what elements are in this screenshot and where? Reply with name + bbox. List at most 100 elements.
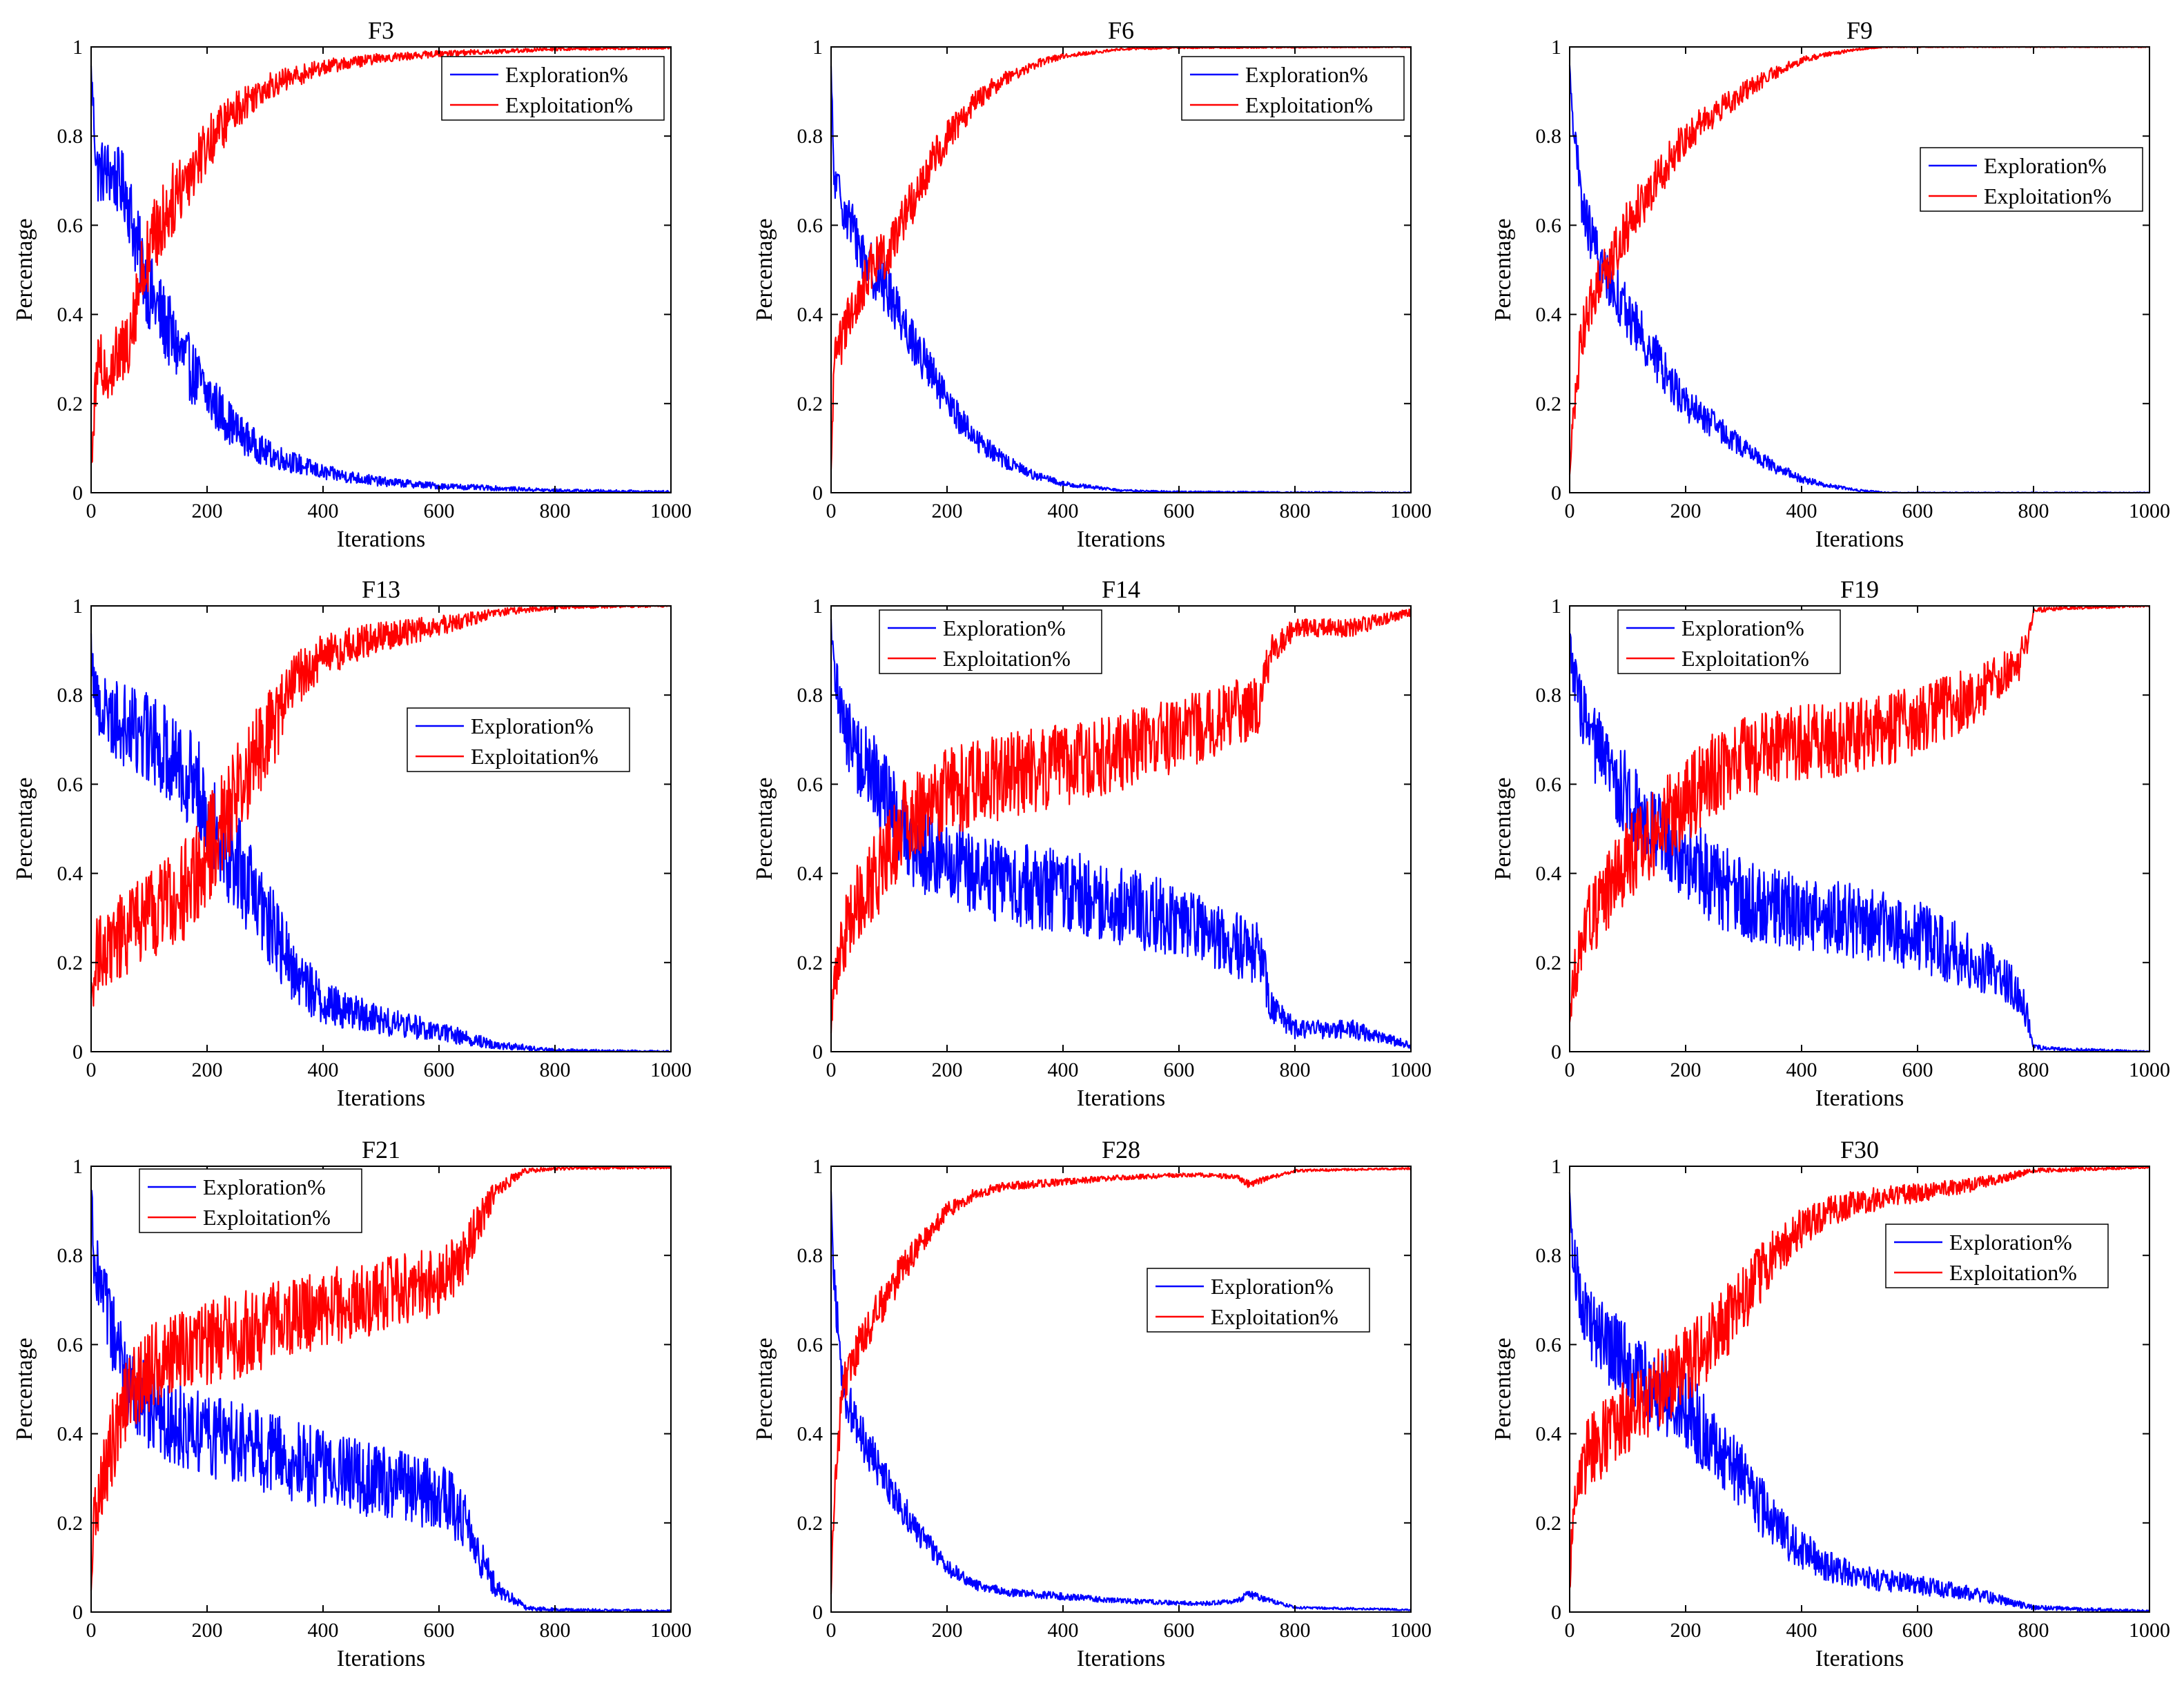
- y-tick-label: 0.6: [797, 214, 823, 237]
- y-tick-label: 1: [1551, 1155, 1561, 1178]
- series-line-exploration: [830, 66, 1412, 494]
- x-tick-label: 0: [1565, 500, 1575, 522]
- series-line-exploration: [830, 1191, 1412, 1611]
- x-tick-label: 400: [1048, 1619, 1079, 1642]
- subplot-f9: 0 200 400 600 800 1000 0 0.2 0.4 0.6 0.8 1 F9 Iterati…: [1490, 17, 2170, 552]
- subplot-f21: 0 200 400 600 800 1000 0 0.2 0.4 0.6 0.8 1 F21 Iterat…: [12, 1136, 692, 1671]
- x-tick-label: 200: [1670, 1059, 1702, 1081]
- legend-label-exploration: Exploration%: [1245, 62, 1368, 87]
- series-line-exploitation: [90, 605, 672, 1007]
- legend-label-exploitation: Exploitation%: [203, 1205, 331, 1230]
- y-tick-label: 0.8: [57, 1244, 84, 1267]
- y-tick-label: 0.6: [57, 214, 84, 237]
- x-tick-label: 400: [1048, 500, 1079, 522]
- y-tick-label: 0.6: [797, 773, 823, 796]
- x-tick-label: 600: [1164, 1619, 1195, 1642]
- legend: Exploration% Exploitation%: [1920, 147, 2143, 212]
- legend-label-exploration: Exploration%: [1984, 153, 2107, 178]
- y-tick-label: 0.2: [57, 393, 84, 415]
- x-tick-label: 800: [2018, 500, 2049, 522]
- series-line-exploration: [830, 618, 1412, 1050]
- x-tick-label: 1000: [650, 1619, 692, 1642]
- y-tick-label: 0.4: [57, 304, 84, 326]
- y-tick-label: 0.2: [1536, 952, 1562, 974]
- y-tick-label: 0.2: [797, 1512, 823, 1535]
- plot-title: F9: [1846, 17, 1873, 44]
- y-tick-label: 0.2: [1536, 1512, 1562, 1535]
- axes-box: [830, 1166, 1412, 1613]
- x-axis-label: Iterations: [1815, 1646, 1904, 1671]
- series-line-exploitation: [1568, 1166, 2150, 1589]
- x-tick-label: 800: [1280, 500, 1311, 522]
- x-tick-label: 600: [1164, 500, 1195, 522]
- legend-label-exploitation: Exploitation%: [471, 744, 598, 769]
- x-tick-label: 1000: [650, 1059, 692, 1081]
- axes-box: [90, 46, 672, 493]
- legend: Exploration% Exploitation%: [1147, 1268, 1370, 1333]
- series-line-exploration: [90, 1190, 672, 1613]
- y-tick-label: 0: [812, 482, 823, 504]
- axes-box: [1569, 46, 2150, 493]
- legend-label-exploitation: Exploitation%: [1245, 92, 1373, 117]
- series-line-exploitation: [830, 608, 1412, 1034]
- y-tick-label: 1: [72, 1155, 83, 1178]
- x-tick-label: 1000: [1390, 1619, 1432, 1642]
- legend-box: [1920, 147, 2143, 212]
- x-tick-label: 400: [1786, 1619, 1817, 1642]
- x-axis-label: Iterations: [1077, 1646, 1165, 1671]
- x-tick-label: 400: [1786, 1059, 1817, 1081]
- y-tick-label: 0.8: [1536, 1244, 1562, 1267]
- series-line-exploitation: [90, 46, 672, 464]
- y-tick-label: 0.8: [797, 125, 823, 148]
- x-tick-label: 1000: [1390, 1059, 1432, 1081]
- y-tick-label: 0: [1551, 1041, 1561, 1063]
- x-tick-label: 200: [1670, 1619, 1702, 1642]
- subplot-f13: 0 200 400 600 800 1000 0 0.2 0.4 0.6 0.8 1 F13 Iterat…: [12, 576, 692, 1111]
- legend-label-exploration: Exploration%: [1681, 616, 1804, 640]
- x-tick-label: 600: [1164, 1059, 1195, 1081]
- series-line-exploration: [90, 633, 672, 1053]
- series-line-exploration: [1568, 65, 2150, 494]
- series-line-exploitation: [830, 1167, 1412, 1595]
- y-tick-label: 0.6: [797, 1333, 823, 1356]
- legend-label-exploration: Exploration%: [943, 616, 1066, 640]
- legend: Exploration% Exploitation%: [441, 56, 665, 121]
- legend-box: [1885, 1224, 2109, 1288]
- y-tick-label: 0.6: [57, 773, 84, 796]
- x-tick-label: 0: [1565, 1059, 1575, 1081]
- plot-title: F21: [362, 1136, 400, 1163]
- y-axis-label: Percentage: [752, 1337, 777, 1440]
- y-tick-label: 0.8: [797, 684, 823, 707]
- plot-title: F3: [368, 17, 394, 44]
- x-tick-label: 400: [1048, 1059, 1079, 1081]
- legend-box: [1181, 56, 1405, 121]
- x-tick-label: 800: [540, 500, 571, 522]
- plot-title: F28: [1102, 1136, 1140, 1163]
- legend: Exploration% Exploitation%: [1885, 1224, 2109, 1288]
- legend-label-exploitation: Exploitation%: [1949, 1260, 2077, 1285]
- series-line-exploitation: [1568, 605, 2150, 1023]
- y-tick-label: 0.4: [797, 304, 823, 326]
- x-axis-label: Iterations: [1815, 527, 1904, 552]
- y-tick-label: 0: [1551, 1601, 1561, 1624]
- plot-title: F30: [1840, 1136, 1879, 1163]
- y-tick-label: 0.4: [797, 863, 823, 885]
- y-tick-label: 0.8: [1536, 125, 1562, 148]
- x-tick-label: 200: [192, 1619, 223, 1642]
- x-tick-label: 600: [1902, 1059, 1933, 1081]
- x-tick-label: 200: [932, 1059, 963, 1081]
- legend-label-exploitation: Exploitation%: [1984, 184, 2112, 208]
- legend: Exploration% Exploitation%: [1181, 56, 1405, 121]
- y-tick-label: 0: [72, 1601, 83, 1624]
- y-tick-label: 0.4: [1536, 1423, 1562, 1446]
- x-tick-label: 600: [1902, 1619, 1933, 1642]
- subplot-f19: 0 200 400 600 800 1000 0 0.2 0.4 0.6 0.8 1 F19 Iterat…: [1490, 576, 2170, 1111]
- y-tick-label: 0.6: [1536, 214, 1562, 237]
- y-axis-label: Percentage: [752, 218, 777, 321]
- axes-box: [1569, 1166, 2150, 1613]
- axes-box: [830, 46, 1412, 493]
- legend-box: [441, 56, 665, 121]
- x-tick-label: 400: [308, 1059, 339, 1081]
- x-tick-label: 800: [2018, 1059, 2049, 1081]
